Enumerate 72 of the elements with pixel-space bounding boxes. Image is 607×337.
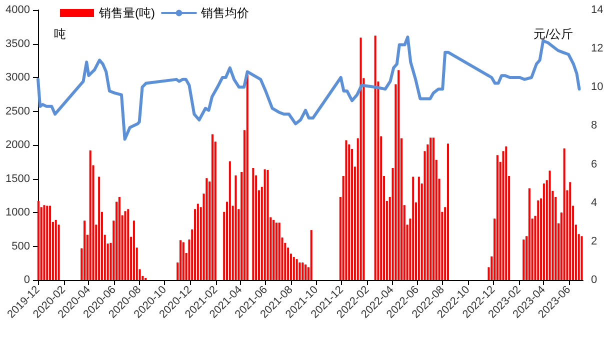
bar — [302, 262, 304, 280]
bar — [496, 155, 498, 280]
bar — [124, 211, 126, 280]
bar — [54, 220, 57, 280]
y2-tick-label: 2 — [591, 235, 598, 248]
bar — [89, 150, 92, 280]
y2-tick-label: 10 — [591, 81, 604, 94]
y-tick-label: 500 — [12, 240, 30, 252]
y-axis-title: 吨 — [54, 27, 66, 41]
y2-tick-label: 14 — [591, 4, 604, 16]
bar — [272, 220, 275, 280]
bar — [206, 178, 208, 280]
bar — [569, 182, 572, 280]
y2-tick-label: 6 — [591, 158, 598, 170]
bar — [43, 205, 46, 280]
bar — [246, 74, 248, 280]
bar — [446, 144, 449, 280]
y-tick-label: 2500 — [6, 105, 30, 118]
bar — [528, 188, 530, 280]
bar — [348, 144, 350, 280]
bar — [278, 222, 280, 280]
bar — [211, 134, 214, 280]
bar — [196, 204, 199, 280]
bar — [522, 240, 525, 280]
bar — [580, 236, 583, 280]
bar — [118, 196, 120, 280]
bar — [252, 168, 254, 280]
bar — [264, 169, 266, 280]
bar — [412, 176, 414, 280]
bar — [505, 146, 508, 280]
legend-label: 销售均价 — [200, 6, 249, 20]
y2-tick-label: 4 — [591, 196, 598, 209]
y-tick-label: 1000 — [6, 206, 30, 218]
y-tick-label: 1500 — [6, 172, 30, 185]
y-tick-label: 0 — [24, 274, 30, 286]
y-tick-label: 2000 — [6, 139, 30, 151]
legend-label: 销售量(吨) — [98, 6, 155, 20]
bar — [266, 170, 269, 280]
bar — [398, 70, 400, 280]
bar — [418, 176, 420, 280]
bar — [49, 206, 52, 280]
bar — [432, 138, 434, 280]
y-tick-label: 3000 — [6, 72, 30, 84]
bar — [548, 170, 551, 280]
bar — [537, 200, 540, 280]
bar — [275, 222, 278, 280]
bar — [292, 257, 295, 280]
bar — [430, 138, 432, 280]
bar — [182, 242, 184, 280]
bar — [46, 206, 48, 280]
bar — [360, 38, 362, 280]
y2-tick-label: 12 — [591, 42, 604, 55]
bar — [310, 230, 312, 280]
bar — [228, 161, 231, 280]
bar — [179, 240, 182, 280]
bar — [98, 176, 100, 280]
bar — [132, 220, 135, 280]
y2-tick-label: 8 — [591, 120, 598, 132]
bar — [298, 262, 301, 280]
bar — [563, 148, 566, 280]
bar — [234, 175, 237, 280]
bar — [296, 259, 298, 280]
bar — [345, 140, 348, 280]
bar — [84, 220, 86, 280]
y-tick-label: 4000 — [6, 4, 30, 16]
y2-tick-label: 0 — [591, 274, 598, 286]
bar — [37, 201, 40, 280]
y-tick-label: 3500 — [6, 38, 30, 50]
bar — [304, 264, 307, 280]
bar — [374, 36, 376, 280]
y2-axis-title: 元/公斤 — [534, 27, 573, 41]
bar — [542, 183, 545, 280]
